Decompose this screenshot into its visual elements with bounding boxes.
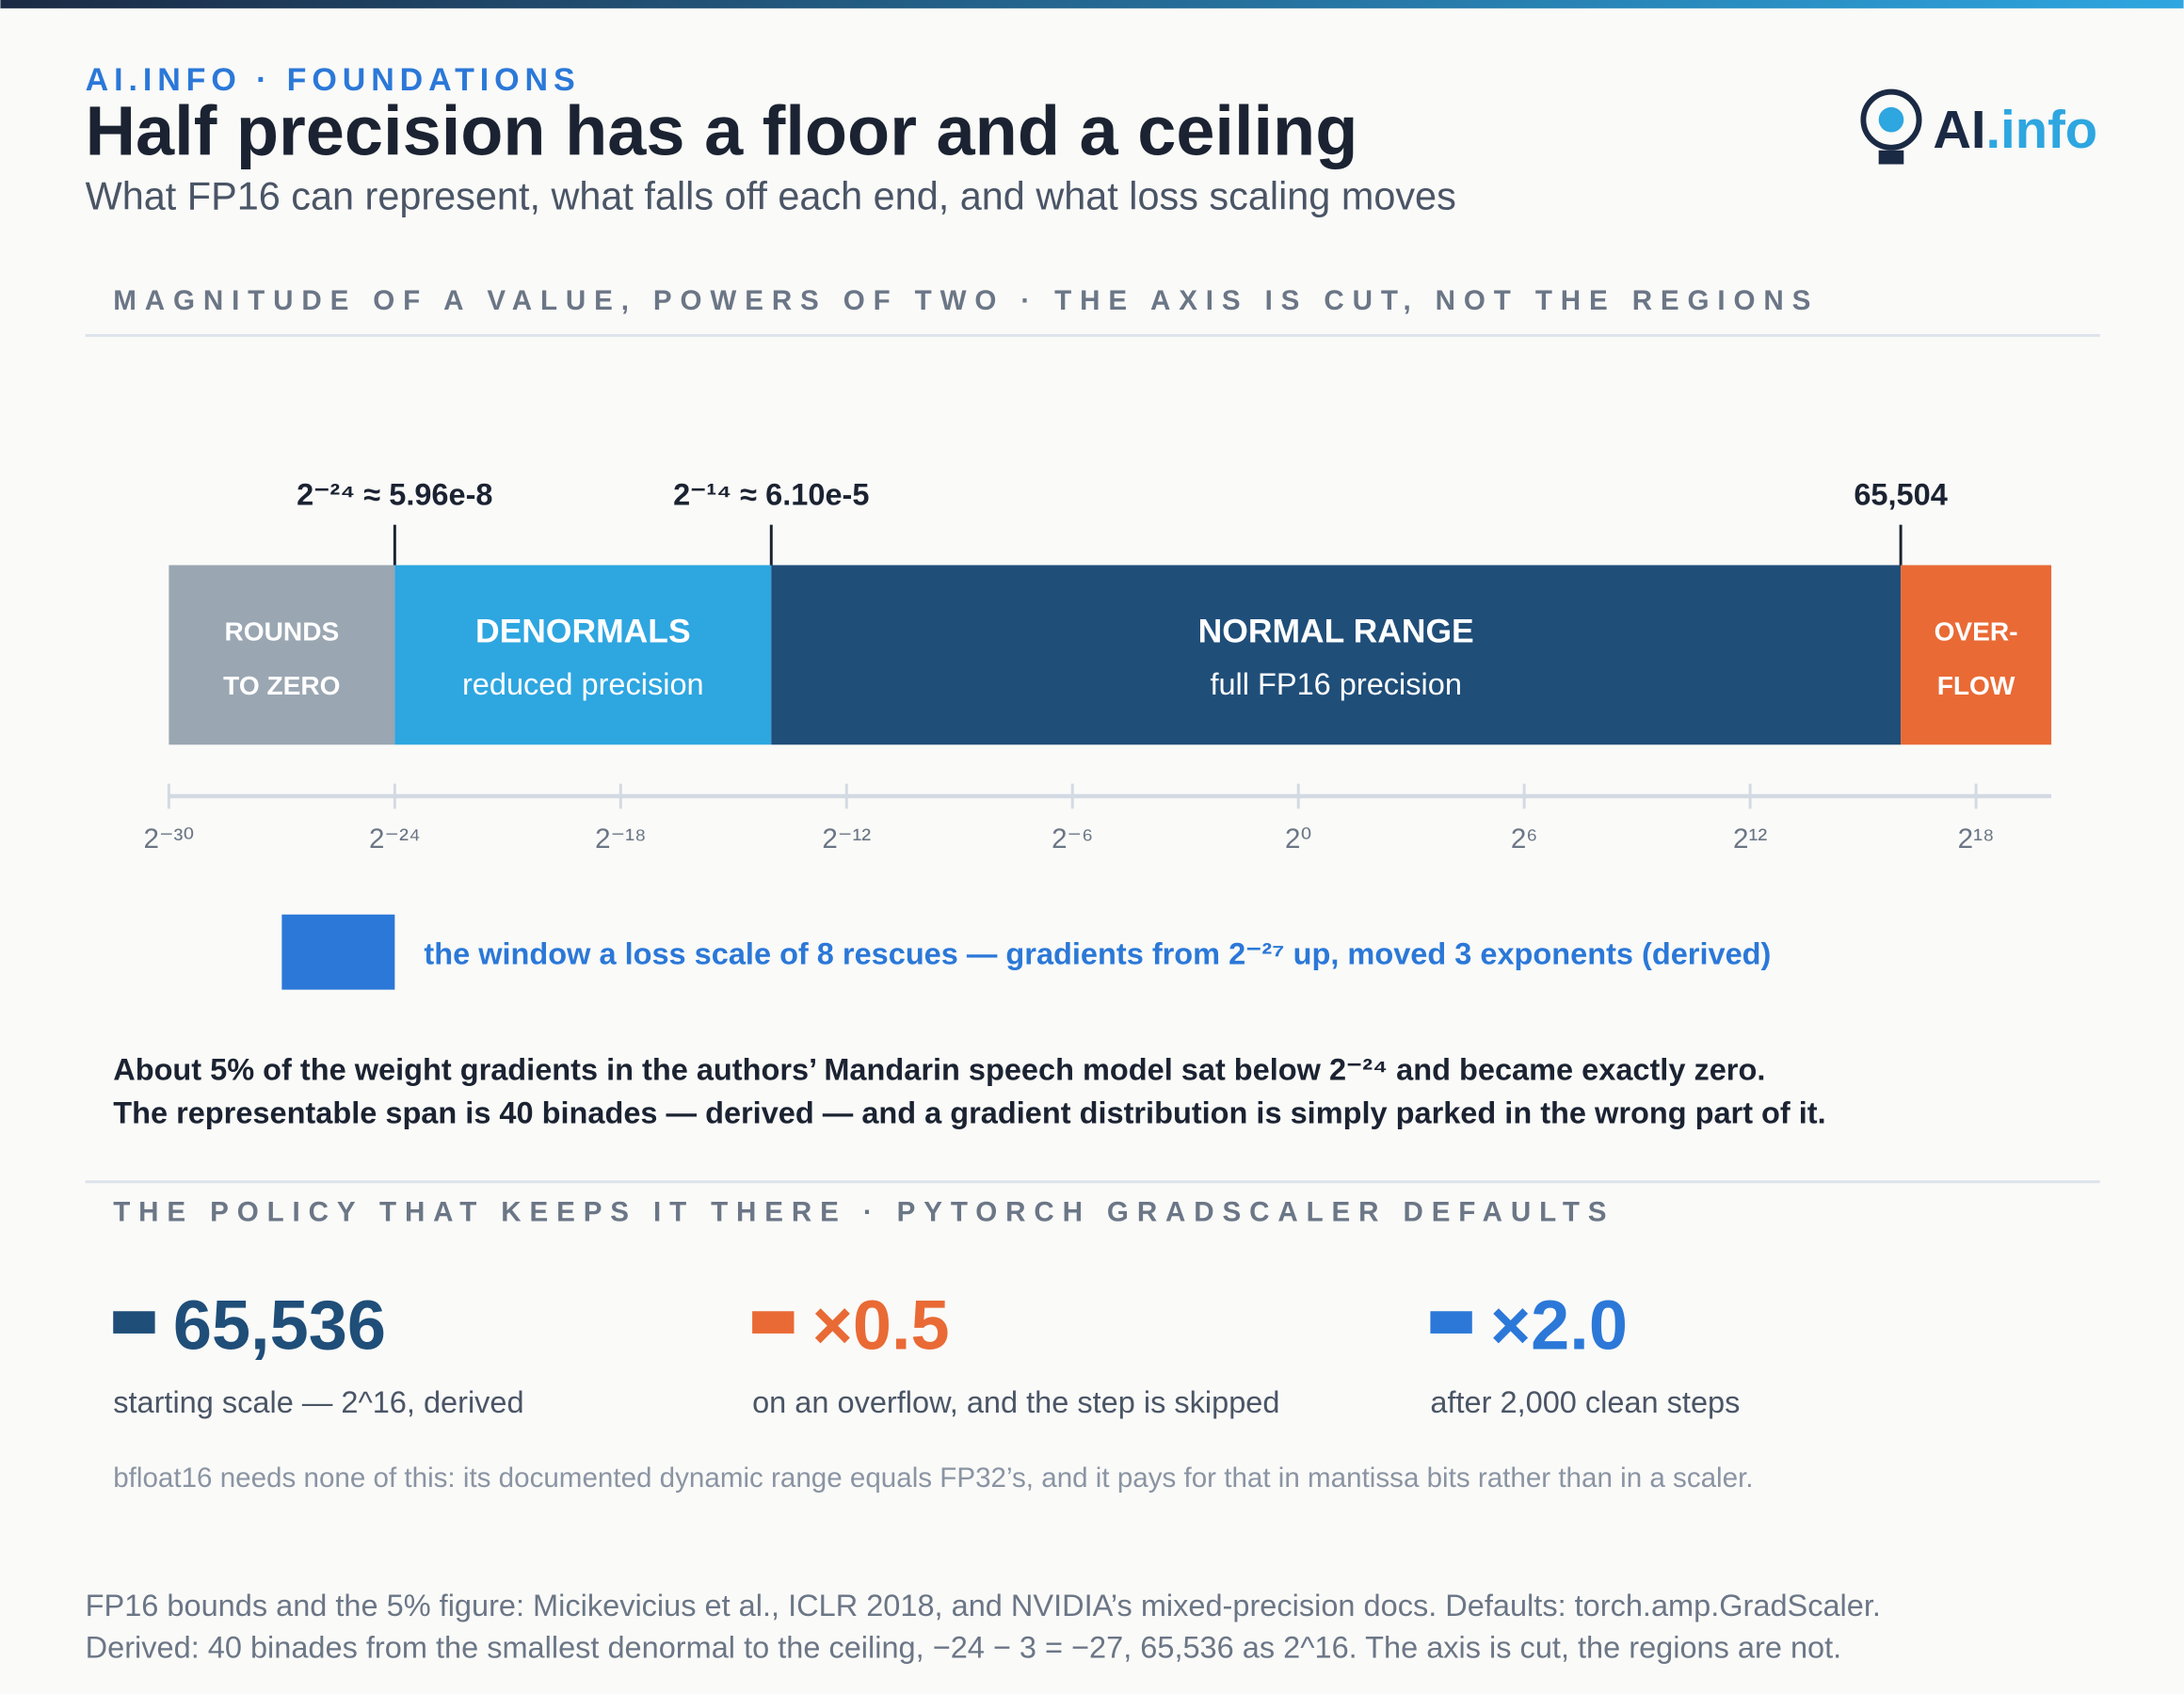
stat-value: 65,536 (173, 1286, 386, 1365)
x-tick-label: 2⁻⁶ (1052, 823, 1093, 855)
kicker: AI.INFO · FOUNDATIONS (86, 62, 581, 98)
logo-bulb (1860, 88, 1922, 151)
x-tick-label: 2⁶ (1511, 823, 1538, 855)
region (1901, 565, 2052, 745)
stat-value: ×2.0 (1490, 1286, 1628, 1365)
source: Derived: 40 binades from the smallest de… (86, 1630, 1842, 1664)
stat-note: on an overflow, and the step is skipped (752, 1385, 1279, 1419)
logo-base (1878, 150, 1904, 165)
region-note: reduced precision (462, 667, 704, 701)
window-label: the window a loss scale of 8 rescues — g… (424, 937, 1771, 971)
logo-main: AI (1933, 100, 1985, 159)
stat-note: after 2,000 clean steps (1430, 1385, 1740, 1419)
region (771, 565, 1902, 745)
marker-label: 2⁻¹⁴ ≈ 6.10e-5 (673, 478, 869, 512)
region-note: full FP16 precision (1210, 667, 1461, 701)
logo-accent: .info (1986, 100, 2098, 159)
x-tick-label: 2⁻¹⁸ (595, 823, 646, 855)
region-label: NORMAL RANGE (1198, 612, 1474, 649)
stat-swatch (113, 1311, 155, 1334)
top-bar (0, 0, 2184, 8)
x-tick-label: 2¹² (1733, 823, 1767, 855)
x-tick-label: 2⁻³⁰ (144, 823, 195, 855)
logo-core (1878, 106, 1904, 133)
x-tick-label: 2⁻¹² (822, 823, 871, 855)
region-note: TO ZERO (223, 671, 340, 700)
region-label: OVER- (1935, 616, 2018, 646)
x-tick-label: 2⁰ (1285, 823, 1311, 855)
title: Half precision has a floor and a ceiling (86, 91, 1358, 169)
x-tick-label: 2¹⁸ (1958, 823, 1995, 855)
logo-text: AI.info (1933, 100, 2097, 159)
x-tick-label: 2⁻²⁴ (369, 823, 421, 855)
stat-note: starting scale — 2^16, derived (113, 1385, 523, 1419)
region-label: DENORMALS (475, 612, 691, 649)
subtitle: What FP16 can represent, what falls off … (86, 174, 1456, 217)
region-note: FLOW (1937, 671, 2015, 700)
stat-value: ×0.5 (812, 1286, 950, 1365)
logo: AI.info (1860, 88, 2097, 165)
stat-swatch (752, 1311, 795, 1334)
source: FP16 bounds and the 5% figure: Micikevic… (86, 1589, 1881, 1622)
stat-swatch (1430, 1311, 1472, 1334)
loss-scale-window (281, 914, 395, 990)
footnote: bfloat16 needs none of this: its documen… (113, 1462, 1753, 1494)
marker-label: 2⁻²⁴ ≈ 5.96e-8 (297, 478, 492, 512)
section-heading: THE POLICY THAT KEEPS IT THERE · PYTORCH… (113, 1197, 1614, 1228)
region (394, 565, 772, 745)
region-label: ROUNDS (224, 616, 339, 646)
region (169, 565, 395, 745)
section-heading: MAGNITUDE OF A VALUE, POWERS OF TWO · TH… (113, 285, 1819, 316)
note: About 5% of the weight gradients in the … (113, 1052, 1765, 1086)
marker-label: 65,504 (1854, 478, 1947, 512)
note: The representable span is 40 binades — d… (113, 1095, 1825, 1129)
